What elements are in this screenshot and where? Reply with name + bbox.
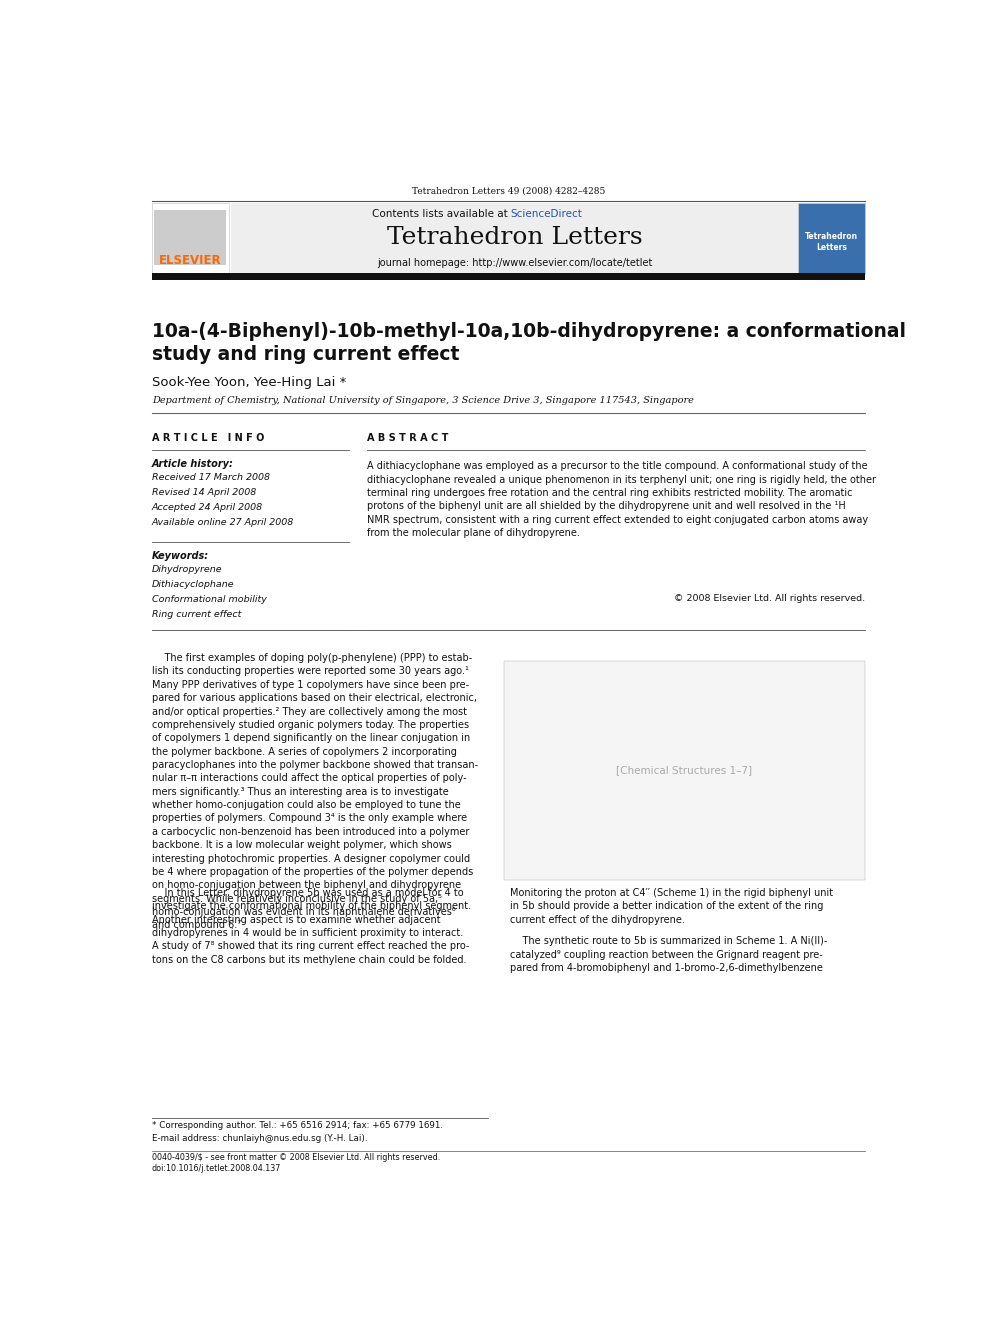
Text: 10a-(4-Biphenyl)-10b-methyl-10a,10b-dihydropyrene: a conformational
study and ri: 10a-(4-Biphenyl)-10b-methyl-10a,10b-dihy… xyxy=(152,321,906,364)
Text: E-mail address: chunlaiyh@nus.edu.sg (Y.-H. Lai).: E-mail address: chunlaiyh@nus.edu.sg (Y.… xyxy=(152,1134,367,1143)
Text: Ring current effect: Ring current effect xyxy=(152,610,241,619)
Text: * Corresponding author. Tel.: +65 6516 2914; fax: +65 6779 1691.: * Corresponding author. Tel.: +65 6516 2… xyxy=(152,1122,442,1130)
Text: journal homepage: http://www.elsevier.com/locate/tetlet: journal homepage: http://www.elsevier.co… xyxy=(377,258,653,267)
Text: Tetrahedron Letters: Tetrahedron Letters xyxy=(387,226,643,249)
Text: Article history:: Article history: xyxy=(152,459,234,470)
FancyBboxPatch shape xyxy=(152,273,865,280)
Text: Dithiacyclophane: Dithiacyclophane xyxy=(152,581,234,589)
Text: A R T I C L E   I N F O: A R T I C L E I N F O xyxy=(152,433,264,443)
Text: Accepted 24 April 2008: Accepted 24 April 2008 xyxy=(152,503,263,512)
Text: A B S T R A C T: A B S T R A C T xyxy=(367,433,448,443)
Text: 0040-4039/$ - see front matter © 2008 Elsevier Ltd. All rights reserved.: 0040-4039/$ - see front matter © 2008 El… xyxy=(152,1152,440,1162)
FancyBboxPatch shape xyxy=(154,209,226,265)
FancyBboxPatch shape xyxy=(799,204,865,274)
Text: Received 17 March 2008: Received 17 March 2008 xyxy=(152,472,270,482)
Text: Sook-Yee Yoon, Yee-Hing Lai *: Sook-Yee Yoon, Yee-Hing Lai * xyxy=(152,376,346,389)
Text: ScienceDirect: ScienceDirect xyxy=(511,209,582,220)
Text: The synthetic route to 5b is summarized in Scheme 1. A Ni(II)-
catalyzed⁹ coupli: The synthetic route to 5b is summarized … xyxy=(510,937,827,974)
Text: The first examples of doping poly(p-phenylene) (PPP) to estab-
lish its conducti: The first examples of doping poly(p-phen… xyxy=(152,654,478,930)
Text: Contents lists available at: Contents lists available at xyxy=(372,209,511,220)
Text: Dihydropyrene: Dihydropyrene xyxy=(152,565,222,574)
Text: Monitoring the proton at C4′′ (Scheme 1) in the rigid biphenyl unit
in 5b should: Monitoring the proton at C4′′ (Scheme 1)… xyxy=(510,888,833,925)
Text: In this Letter, dihydropyrene 5b was used as a model for 4 to
investigate the co: In this Letter, dihydropyrene 5b was use… xyxy=(152,888,471,964)
Text: ELSEVIER: ELSEVIER xyxy=(160,254,222,266)
Text: doi:10.1016/j.tetlet.2008.04.137: doi:10.1016/j.tetlet.2008.04.137 xyxy=(152,1164,282,1174)
Text: Tetrahedron Letters 49 (2008) 4282–4285: Tetrahedron Letters 49 (2008) 4282–4285 xyxy=(412,187,605,196)
Text: © 2008 Elsevier Ltd. All rights reserved.: © 2008 Elsevier Ltd. All rights reserved… xyxy=(674,594,865,603)
FancyBboxPatch shape xyxy=(152,204,229,274)
Text: Revised 14 April 2008: Revised 14 April 2008 xyxy=(152,488,256,497)
Text: Department of Chemistry, National University of Singapore, 3 Science Drive 3, Si: Department of Chemistry, National Univer… xyxy=(152,396,693,405)
Text: A dithiacyclophane was employed as a precursor to the title compound. A conforma: A dithiacyclophane was employed as a pre… xyxy=(367,462,876,538)
FancyBboxPatch shape xyxy=(231,204,799,274)
Text: Keywords:: Keywords: xyxy=(152,552,209,561)
Text: [Chemical Structures 1–7]: [Chemical Structures 1–7] xyxy=(616,766,752,775)
Text: Tetrahedron
Letters: Tetrahedron Letters xyxy=(806,232,858,251)
Text: Conformational mobility: Conformational mobility xyxy=(152,595,267,605)
FancyBboxPatch shape xyxy=(504,660,865,880)
Text: Available online 27 April 2008: Available online 27 April 2008 xyxy=(152,519,295,527)
